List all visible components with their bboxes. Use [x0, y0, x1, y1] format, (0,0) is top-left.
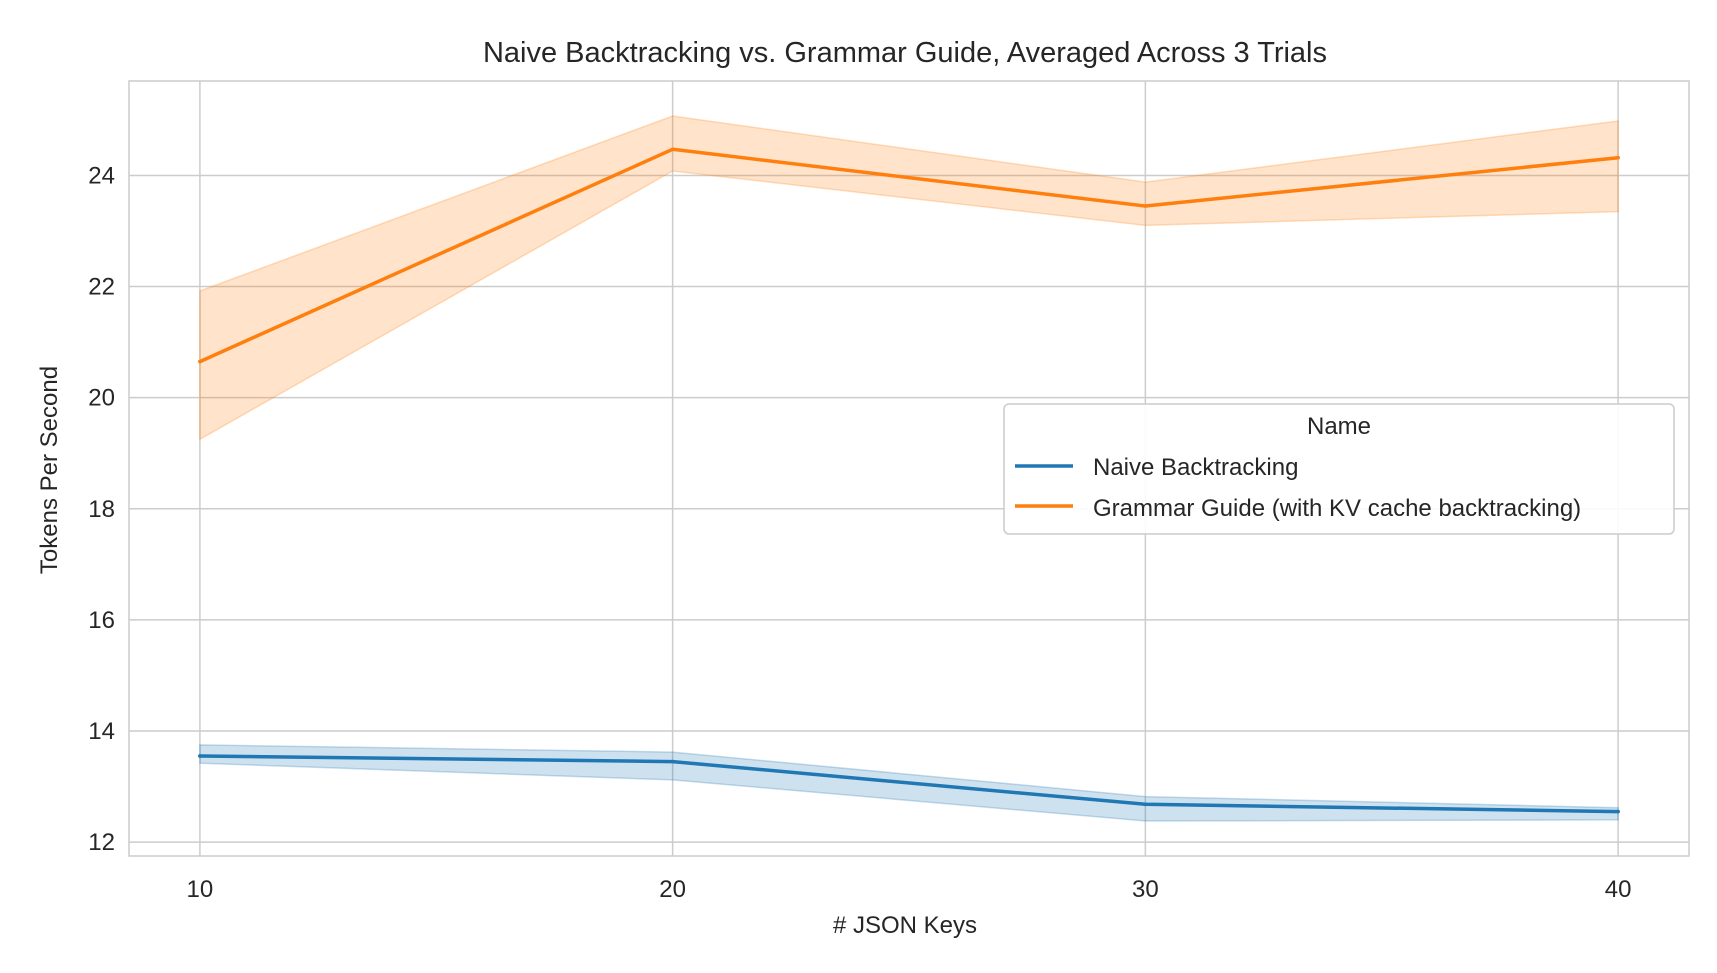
data-point-0: [198, 754, 202, 758]
y-tick-label: 20: [88, 385, 115, 412]
data-point-0: [1143, 802, 1148, 807]
data-point-0: [670, 759, 675, 764]
y-tick-label: 24: [88, 162, 115, 189]
legend-label-naive-backtracking: Naive Backtracking: [1093, 454, 1298, 481]
data-point-1: [1143, 204, 1148, 208]
data-point-1: [198, 359, 202, 364]
chart-title: Naive Backtracking vs. Grammar Guide, Av…: [483, 37, 1327, 69]
data-point-1: [670, 147, 675, 152]
x-tick-label: 30: [1132, 876, 1159, 903]
confidence-band-1: [199, 115, 1619, 441]
series-line-0: [198, 754, 1620, 814]
y-tick-label: 16: [88, 607, 115, 634]
y-tick-label: 14: [88, 718, 115, 745]
x-axis-label: # JSON Keys: [833, 912, 977, 939]
y-tick-label: 12: [88, 829, 115, 856]
x-tick-label: 10: [187, 876, 214, 903]
x-tick-label: 20: [659, 876, 686, 903]
legend-label-grammar-guide: Grammar Guide (with KV cache backtrackin…: [1093, 495, 1581, 522]
y-tick-label: 22: [88, 274, 115, 301]
plot-frame: [128, 80, 1690, 857]
y-axis-label: Tokens Per Second: [36, 366, 63, 574]
x-tick-label: 40: [1605, 876, 1632, 903]
y-tick-label: 18: [88, 496, 115, 523]
legend: Name Naive Backtracking Grammar Guide (w…: [1003, 403, 1675, 535]
data-point-0: [1616, 809, 1620, 814]
legend-title: Name: [1307, 413, 1371, 440]
data-point-1: [1616, 155, 1620, 160]
series-line-1: [198, 147, 1620, 364]
legend-box: [1003, 403, 1675, 535]
